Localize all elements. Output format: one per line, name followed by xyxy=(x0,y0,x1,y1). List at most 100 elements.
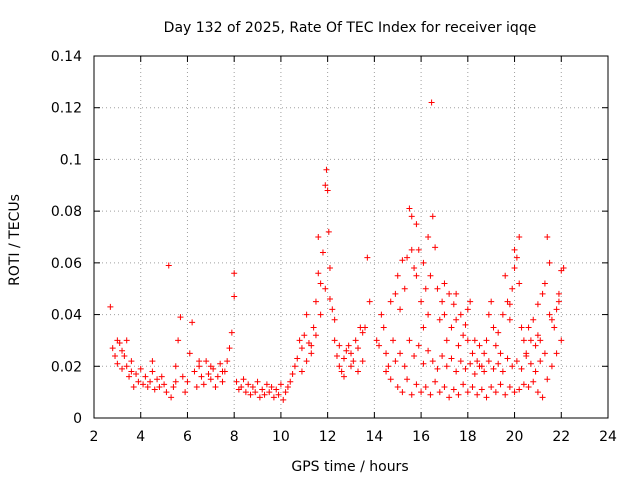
data-point xyxy=(317,280,324,287)
data-point xyxy=(527,360,534,367)
data-point xyxy=(495,360,502,367)
data-point xyxy=(252,389,259,396)
data-point xyxy=(516,280,523,287)
data-point xyxy=(233,378,240,385)
data-point xyxy=(537,358,544,365)
y-tick-label: 0.06 xyxy=(51,256,82,272)
data-point xyxy=(175,337,182,344)
data-point xyxy=(481,350,488,357)
data-point xyxy=(219,368,226,375)
data-point xyxy=(214,373,221,380)
data-point xyxy=(126,373,133,380)
y-tick-label: 0 xyxy=(73,411,82,427)
data-point xyxy=(323,166,330,173)
data-point xyxy=(336,363,343,370)
data-point xyxy=(310,324,317,331)
data-point xyxy=(165,262,172,269)
data-point xyxy=(525,383,532,390)
data-point xyxy=(394,272,401,279)
data-point xyxy=(471,337,478,344)
data-point xyxy=(261,391,268,398)
y-tick-label: 0.08 xyxy=(51,204,82,220)
data-point xyxy=(483,337,490,344)
data-point xyxy=(495,329,502,336)
data-point xyxy=(471,371,478,378)
data-point xyxy=(516,234,523,240)
data-point xyxy=(128,358,135,365)
axis-ticks: 2 4 6 8 10 12 14 16 18 20 22 2400.020.040.060.080.1… xyxy=(51,49,617,445)
data-point xyxy=(467,298,474,305)
data-point xyxy=(443,337,450,344)
data-point xyxy=(315,234,322,240)
data-point xyxy=(429,358,436,365)
x-tick-label: 20 xyxy=(506,429,524,445)
plot-frame xyxy=(93,55,609,419)
data-point xyxy=(378,311,385,318)
data-point xyxy=(315,270,322,277)
data-point xyxy=(219,378,226,385)
data-point xyxy=(207,376,214,383)
data-point xyxy=(462,365,469,372)
y-tick-label: 0.1 xyxy=(60,152,82,168)
data-point xyxy=(464,306,471,313)
data-point xyxy=(303,311,310,318)
data-point xyxy=(450,386,457,393)
x-axis-label: GPS time / hours xyxy=(291,459,408,475)
data-point xyxy=(530,316,537,323)
data-point xyxy=(434,285,441,292)
data-point xyxy=(282,389,289,396)
data-point xyxy=(359,358,366,365)
x-tick-label: 18 xyxy=(459,429,477,445)
data-point xyxy=(551,324,558,331)
data-point xyxy=(534,332,541,339)
data-point xyxy=(177,314,184,321)
data-point xyxy=(509,285,516,292)
data-point xyxy=(280,396,287,403)
data-point xyxy=(303,358,310,365)
data-point xyxy=(390,337,397,344)
data-point xyxy=(326,265,333,272)
data-point xyxy=(427,391,434,398)
data-point xyxy=(119,365,126,372)
data-point xyxy=(149,368,156,375)
data-point xyxy=(446,394,453,401)
data-point xyxy=(462,321,469,328)
data-point xyxy=(439,298,446,305)
data-point xyxy=(499,311,506,318)
data-point xyxy=(439,352,446,359)
data-point xyxy=(301,332,308,339)
data-point xyxy=(273,386,280,393)
data-point xyxy=(137,365,144,372)
data-point xyxy=(413,381,420,388)
data-point xyxy=(151,386,158,393)
data-point xyxy=(128,368,135,375)
data-point xyxy=(464,389,471,396)
data-point xyxy=(355,345,362,352)
data-point xyxy=(485,358,492,365)
data-point xyxy=(275,391,282,398)
data-point xyxy=(322,182,329,189)
data-point xyxy=(469,383,476,390)
data-point xyxy=(256,394,263,401)
data-point xyxy=(121,352,128,359)
data-point xyxy=(476,363,483,370)
data-point xyxy=(270,394,277,401)
data-point xyxy=(408,246,415,253)
data-point xyxy=(170,383,177,390)
data-point xyxy=(200,381,207,388)
data-point xyxy=(228,329,235,336)
data-point xyxy=(443,363,450,370)
data-point xyxy=(448,355,455,362)
data-point xyxy=(364,254,371,261)
data-point xyxy=(142,373,149,380)
data-point xyxy=(427,272,434,279)
data-point xyxy=(488,298,495,305)
data-point xyxy=(436,316,443,323)
data-point xyxy=(530,378,537,385)
data-point xyxy=(436,389,443,396)
data-point xyxy=(259,386,266,393)
data-point xyxy=(193,383,200,390)
data-point xyxy=(502,391,509,398)
data-point xyxy=(107,303,114,310)
x-tick-label: 12 xyxy=(319,429,337,445)
